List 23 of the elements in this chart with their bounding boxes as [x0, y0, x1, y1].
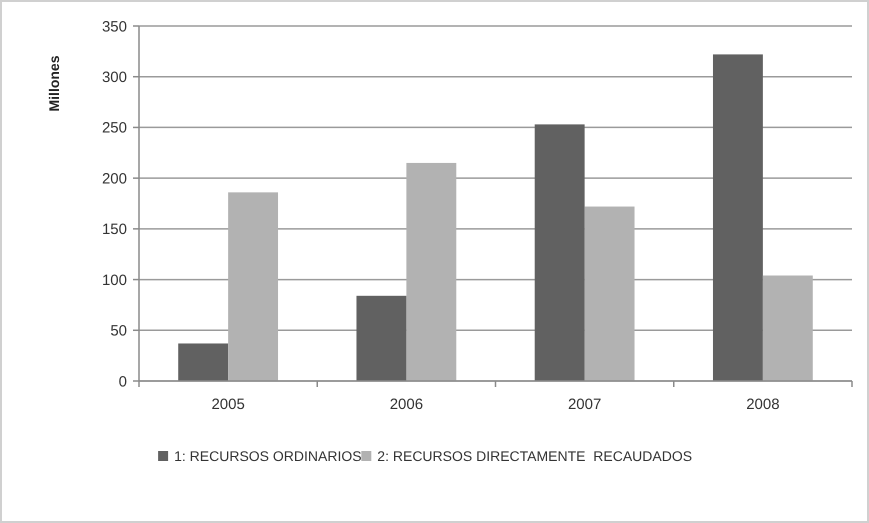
x-tick-label: 2008 [746, 396, 780, 413]
bar [712, 54, 763, 381]
bar [762, 276, 813, 381]
legend-label: 2: RECURSOS DIRECTAMENTE RECAUDADOS [377, 448, 692, 464]
y-tick-label: 100 [102, 272, 127, 289]
x-tick-label: 2007 [568, 396, 602, 413]
y-tick-label: 250 [102, 120, 127, 137]
bar [584, 206, 635, 381]
y-tick-label: 0 [118, 373, 127, 390]
bar [356, 296, 406, 381]
y-tick-label: 50 [110, 322, 127, 340]
bar [406, 162, 456, 381]
y-axis-title: Millones [46, 55, 62, 112]
y-tick-label: 300 [102, 68, 127, 86]
bar [178, 343, 228, 381]
y-tick-label: 200 [102, 170, 127, 188]
legend-label: 1: RECURSOS ORDINARIOS [174, 448, 362, 464]
bar [228, 192, 278, 381]
y-tick-label: 350 [102, 18, 127, 36]
bar [534, 124, 585, 381]
x-tick-label: 2005 [211, 396, 245, 413]
x-tick-label: 2006 [390, 396, 424, 413]
y-tick-label: 150 [102, 221, 127, 238]
